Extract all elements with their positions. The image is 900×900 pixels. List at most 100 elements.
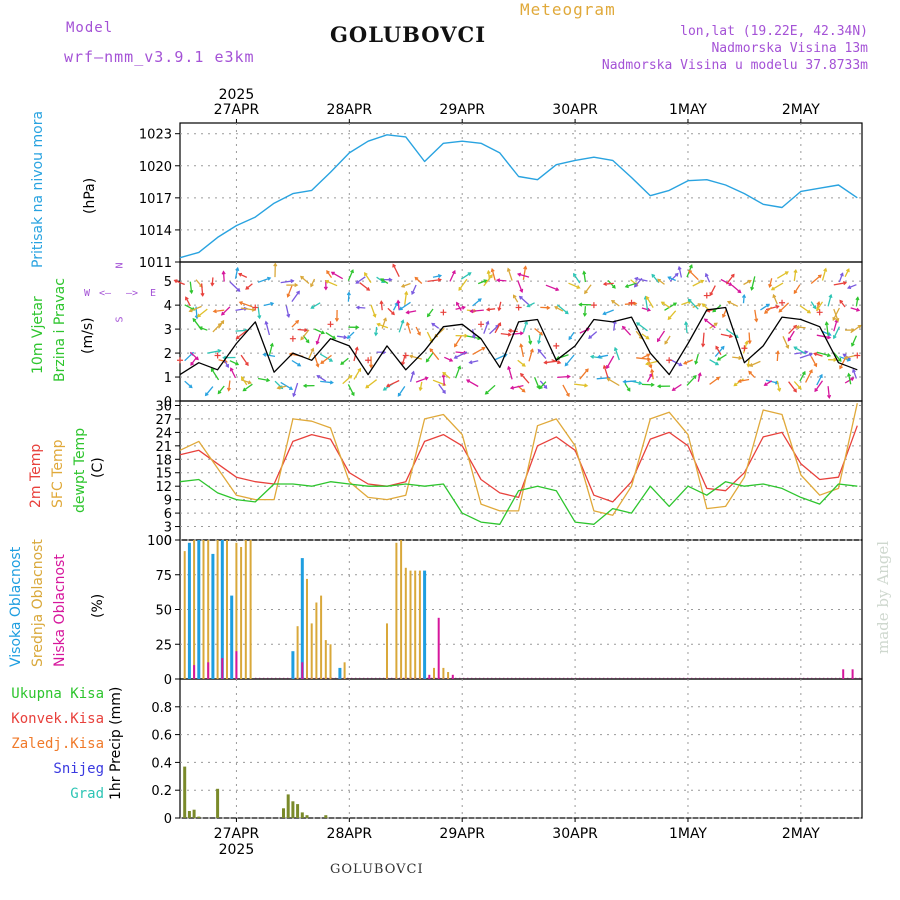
wind-gust-marker [289, 335, 296, 342]
mid-cloud-bar [310, 623, 313, 679]
wind-arrowhead [688, 264, 693, 269]
compass-east: E [150, 288, 157, 299]
elevation-label: Nadmorska Visina 13m [711, 41, 868, 56]
wind-arrow [528, 349, 534, 362]
wind-arrow [498, 301, 502, 311]
wind-arrowhead [521, 388, 526, 393]
station-title: GOLUBOVCI [330, 22, 487, 47]
wind-arrow [657, 278, 665, 285]
wind-arrowhead [257, 315, 262, 320]
wind-arrowhead [797, 385, 802, 390]
wind-arrow [796, 326, 806, 329]
wind-arrowhead [697, 372, 702, 377]
wind-arrowhead [235, 266, 240, 272]
ytick-label-precip: 0.4 [151, 756, 172, 771]
wind-arrowhead [801, 370, 806, 375]
wind-arrow [646, 373, 653, 383]
wind-arrow [625, 282, 637, 288]
model-elevation-label: Nadmorska Visina u modelu 37.8733m [601, 58, 868, 73]
wind-arrow [810, 301, 817, 309]
wind-arrowhead [824, 321, 829, 326]
wind-arrowhead [267, 276, 272, 281]
wind-arrowhead [793, 324, 798, 329]
top-date-label: 27APR [214, 102, 260, 118]
wind-arrowhead [210, 367, 215, 372]
wind-arrowhead [240, 376, 245, 381]
wind-gust-marker [327, 321, 334, 328]
ytick-label-temperature: 15 [155, 467, 172, 482]
wind-arrow [240, 354, 249, 366]
wind-arrowhead [212, 309, 217, 314]
wind-arrow [838, 273, 844, 283]
wind-arrow [454, 335, 462, 347]
wind-arrow [300, 276, 310, 284]
wind-arrow [239, 301, 253, 308]
wind-arrow [768, 278, 773, 288]
wind-arrow [419, 381, 423, 391]
wind-arrow [641, 307, 651, 312]
model-label: Model [66, 20, 114, 36]
wind-gust-marker [515, 304, 522, 311]
wind-arrowhead [694, 360, 699, 365]
wind-arrow [645, 296, 654, 308]
wind-arrowhead [229, 367, 234, 372]
wind-arrowhead [519, 343, 524, 348]
total-rain-bar [305, 815, 309, 818]
wind-arrowhead [424, 376, 429, 381]
mid-cloud-bar [418, 570, 421, 679]
wind-arrow [207, 349, 221, 354]
wind-arrow [760, 303, 770, 311]
wind-arrow [527, 302, 535, 308]
wind-arrow [375, 326, 378, 336]
wind-arrow [466, 379, 479, 388]
wind-arrow [241, 376, 248, 386]
wind-arrowhead [793, 346, 798, 351]
total-rain-bar [282, 808, 285, 818]
legend-total-rain: Ukupna Kisa [11, 686, 104, 702]
wind-arrow [497, 279, 507, 282]
wind-arrowhead [701, 303, 706, 308]
ytick-label-cloud: 25 [155, 638, 172, 653]
wind-arrow [404, 291, 408, 305]
wind-arrowhead [520, 372, 524, 377]
wind-arrow [370, 304, 376, 318]
mid-cloud-bar [447, 672, 450, 679]
bottom-year-label: 2025 [219, 842, 255, 858]
wind-arrow [709, 376, 720, 385]
wind-arrow [432, 274, 442, 278]
wind-arrow [280, 280, 294, 284]
wind-arrowhead [346, 335, 351, 339]
wind-arrowhead [610, 300, 615, 304]
wind-arrowhead [294, 282, 299, 288]
mid-cloud-bar [395, 542, 398, 679]
ytick-label-pressure: 1017 [139, 192, 172, 207]
wind-arrow [833, 352, 842, 362]
wind-arrowhead [528, 340, 533, 345]
wind-arrowhead [635, 322, 640, 326]
wind-arrowhead [828, 293, 833, 299]
mid-cloud-bar [404, 567, 407, 679]
wind-arrowhead [245, 285, 250, 290]
wind-arrowhead [383, 317, 387, 322]
wind-arrow [839, 300, 846, 308]
wind-arrowhead [200, 292, 205, 297]
wind-arrow [733, 378, 744, 387]
ytick-label-wind: 4 [164, 299, 172, 314]
wind-arrowhead [276, 385, 281, 390]
wind-arrowhead [332, 335, 337, 340]
wind-arrow [749, 360, 761, 367]
wind-arrow [356, 306, 366, 309]
wind-arrowhead [835, 317, 840, 323]
ytick-label-pressure: 1020 [139, 160, 172, 175]
wind-arrowhead [578, 302, 583, 307]
wind-arrow [624, 302, 637, 305]
wind-arrow [776, 380, 781, 392]
wind-arrowhead [673, 302, 678, 307]
wind-arrow [847, 284, 857, 289]
wind-arrow [651, 274, 660, 284]
ytick-label-cloud: 50 [155, 604, 172, 619]
ytick-label-wind: 1 [164, 371, 172, 386]
wind-arrowhead [827, 335, 832, 340]
wind-arrow [291, 291, 300, 302]
wind-arrow [189, 281, 193, 293]
